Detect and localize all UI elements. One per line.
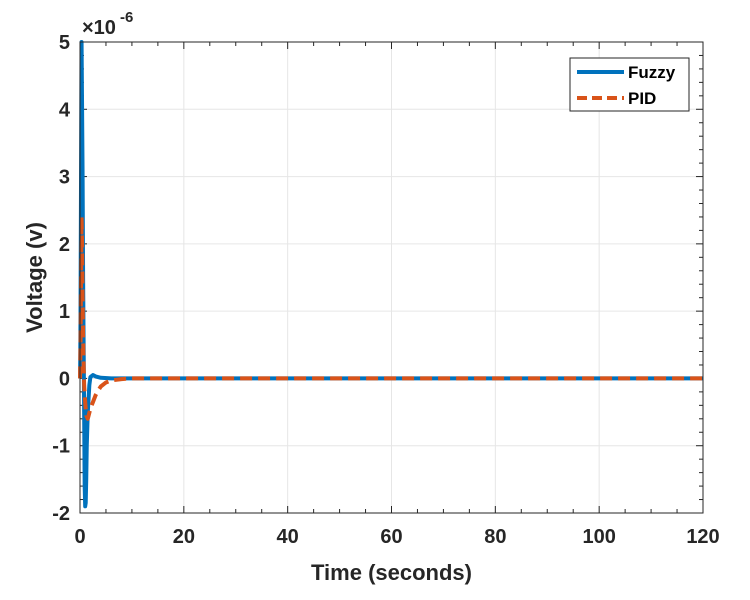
legend: Fuzzy PID xyxy=(569,57,690,112)
y-tick-label-1: -1 xyxy=(52,436,70,458)
y-axis-label: Voltage (v) xyxy=(22,222,47,333)
series-line-pid xyxy=(78,214,703,421)
y-exponent-label: ×10 xyxy=(82,17,116,39)
y-tick-labels: -2 -1 0 1 2 3 4 5 xyxy=(52,32,71,525)
x-axis-label: Time (seconds) xyxy=(311,560,472,585)
x-tick-label-3: 60 xyxy=(380,526,402,548)
legend-label-fuzzy: Fuzzy xyxy=(628,63,676,82)
y-tick-label-0: -2 xyxy=(52,503,70,525)
x-tick-label-1: 20 xyxy=(173,526,195,548)
plot-border xyxy=(79,41,704,514)
y-tick-label-4: 2 xyxy=(59,234,70,256)
x-tick-label-4: 80 xyxy=(484,526,506,548)
x-tick-labels: 0 20 40 60 80 100 120 xyxy=(74,526,719,548)
x-tick-label-5: 100 xyxy=(582,526,615,548)
x-tick-label-2: 40 xyxy=(277,526,299,548)
y-tick-label-6: 4 xyxy=(59,99,71,121)
y-tick-label-7: 5 xyxy=(59,32,70,54)
y-exponent-power: -6 xyxy=(120,9,133,26)
series-layer xyxy=(78,40,703,509)
y-tick-label-3: 1 xyxy=(59,301,70,323)
legend-label-pid: PID xyxy=(628,89,656,108)
y-tick-label-5: 3 xyxy=(59,167,70,189)
y-tick-label-2: 0 xyxy=(59,368,70,390)
series-line-fuzzy xyxy=(78,40,703,509)
x-tick-label-6: 120 xyxy=(686,526,719,548)
x-tick-label-0: 0 xyxy=(74,526,85,548)
legend-box xyxy=(569,57,690,112)
